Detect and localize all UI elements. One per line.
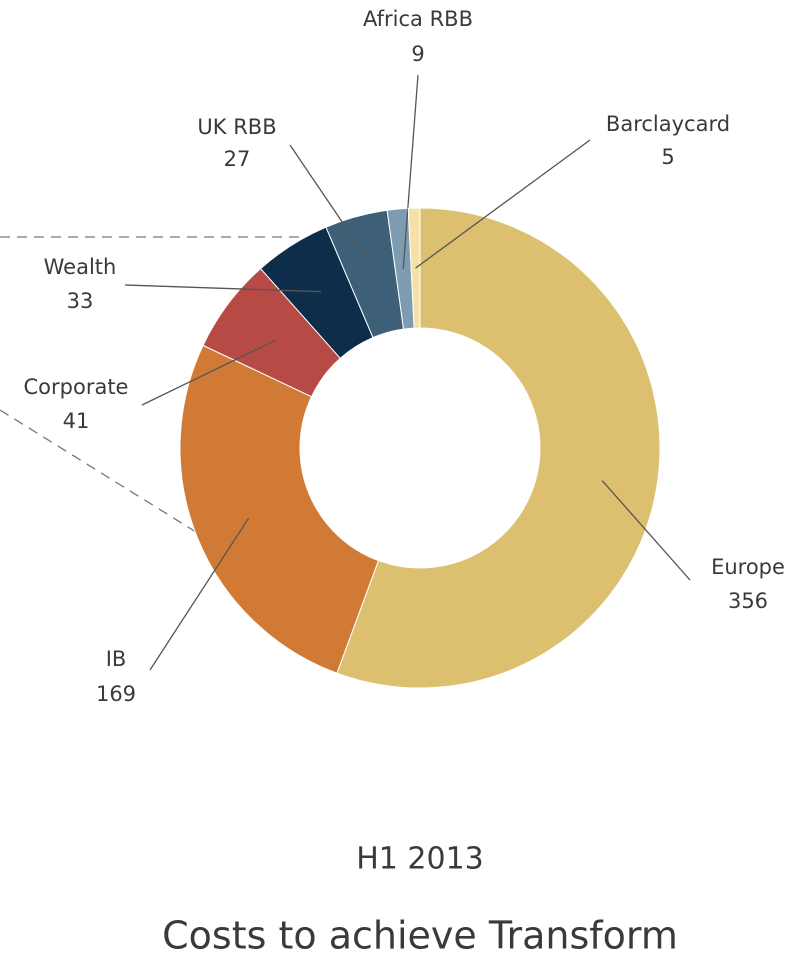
slice-label: Europe xyxy=(711,555,785,579)
donut-slice xyxy=(336,207,661,689)
slice-label: Corporate xyxy=(24,375,129,399)
slice-label: IB xyxy=(106,647,127,671)
donut-slice xyxy=(407,207,421,329)
connector-dashed xyxy=(0,409,197,533)
slice-value: 9 xyxy=(411,42,424,66)
slice-value: 27 xyxy=(224,147,251,171)
slice-value: 356 xyxy=(728,589,768,613)
slice-label: Wealth xyxy=(44,255,117,279)
leader-line xyxy=(415,139,591,269)
leader-line xyxy=(149,517,250,671)
slice-label: Barclaycard xyxy=(606,112,730,136)
donut-slice xyxy=(179,344,380,674)
leader-line xyxy=(402,74,419,269)
leader-line xyxy=(601,480,691,581)
slice-label: UK RBB xyxy=(197,115,276,139)
chart-subtitle: H1 2013 xyxy=(356,842,484,877)
chart-title: Costs to achieve Transform xyxy=(162,914,678,958)
slice-value: 33 xyxy=(67,289,94,313)
leader-line xyxy=(124,284,322,293)
leader-line xyxy=(141,339,277,406)
slice-value: 5 xyxy=(661,145,674,169)
slice-value: 41 xyxy=(63,409,90,433)
slice-value: 169 xyxy=(96,682,136,706)
slice-label: Africa RBB xyxy=(363,7,473,31)
leader-line xyxy=(289,144,369,261)
